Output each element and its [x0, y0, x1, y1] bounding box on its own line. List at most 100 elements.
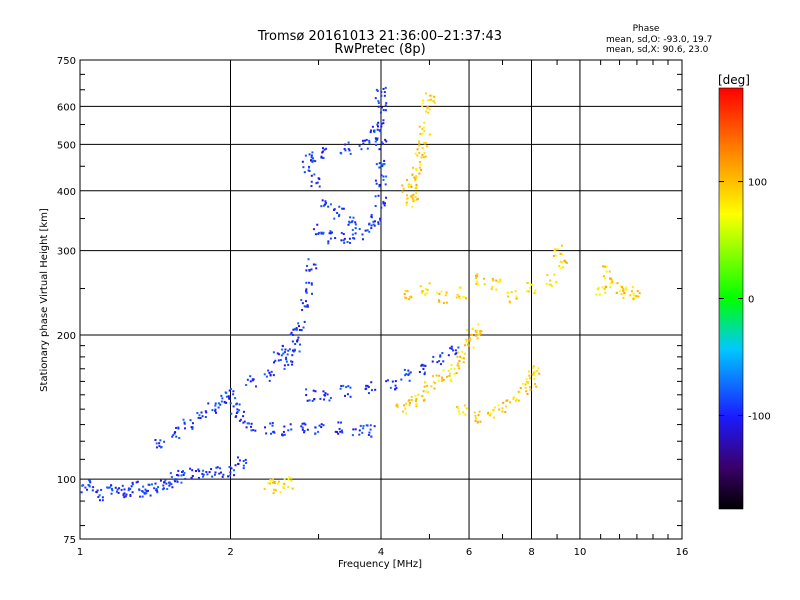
x-mode-point	[442, 378, 445, 381]
x-mode-point	[290, 479, 293, 482]
o-mode-point	[310, 154, 313, 157]
o-mode-point	[339, 421, 342, 424]
o-mode-point	[162, 487, 165, 490]
o-mode-point	[317, 231, 320, 234]
o-mode-point	[243, 420, 246, 423]
x-mode-point	[408, 401, 411, 404]
o-mode-point	[229, 471, 232, 474]
x-mode-point	[487, 411, 490, 414]
x-mode-point	[267, 482, 270, 485]
o-mode-point	[287, 363, 290, 366]
o-mode-point	[197, 476, 200, 479]
o-mode-point	[332, 208, 335, 211]
x-mode-point	[514, 290, 517, 293]
x-mode-point	[608, 277, 611, 280]
x-mode-point	[414, 399, 417, 402]
x-mode-point	[450, 367, 453, 370]
o-mode-point	[242, 460, 245, 463]
o-mode-point	[180, 481, 183, 484]
o-mode-point	[101, 499, 104, 502]
x-mode-point	[420, 156, 423, 159]
o-mode-point	[323, 394, 326, 397]
o-mode-point	[141, 495, 144, 498]
y-tick-label: 600	[57, 102, 76, 113]
o-mode-point	[354, 221, 357, 224]
o-mode-point	[383, 94, 386, 97]
chart-subtitle: RwPretec (8p)	[334, 42, 425, 57]
o-mode-point	[166, 488, 169, 491]
x-mode-point	[534, 289, 537, 292]
o-mode-point	[236, 408, 239, 411]
o-mode-point	[229, 474, 232, 477]
x-mode-point	[605, 265, 608, 268]
o-mode-point	[306, 264, 309, 267]
o-mode-point	[139, 495, 142, 498]
o-mode-point	[340, 429, 343, 432]
o-mode-point	[383, 162, 386, 165]
o-mode-point	[213, 473, 216, 476]
x-mode-point	[418, 172, 421, 175]
x-mode-point	[410, 296, 413, 299]
o-mode-point	[290, 331, 293, 334]
x-mode-point	[421, 395, 424, 398]
o-mode-point	[244, 458, 247, 461]
o-mode-point	[384, 183, 387, 186]
o-mode-point	[370, 129, 373, 132]
x-mode-point	[480, 330, 483, 333]
o-mode-point	[115, 490, 118, 493]
x-mode-point	[477, 283, 480, 286]
o-mode-point	[346, 241, 349, 244]
x-mode-point	[491, 277, 494, 280]
o-mode-point	[383, 91, 386, 94]
x-mode-point	[416, 148, 419, 151]
o-mode-point	[342, 207, 345, 210]
x-mode-point	[493, 406, 496, 409]
x-mode-point	[603, 266, 606, 269]
x-mode-point	[561, 261, 564, 264]
x-mode-point	[559, 252, 562, 255]
x-mode-point	[440, 290, 443, 293]
x-mode-point	[425, 92, 428, 95]
o-mode-point	[314, 160, 317, 163]
o-mode-point	[145, 490, 148, 493]
o-mode-point	[329, 230, 332, 233]
o-mode-point	[373, 129, 376, 132]
x-mode-point	[618, 289, 621, 292]
o-mode-point	[168, 484, 171, 487]
o-mode-point	[236, 456, 239, 459]
o-mode-point	[298, 350, 301, 353]
o-mode-point	[370, 227, 373, 230]
o-mode-point	[385, 380, 388, 383]
x-mode-point	[550, 285, 553, 288]
x-mode-point	[421, 102, 424, 105]
o-mode-point	[312, 159, 315, 162]
o-mode-point	[327, 242, 330, 245]
o-mode-point	[230, 412, 233, 415]
o-mode-point	[219, 467, 222, 470]
o-mode-point	[376, 128, 379, 131]
x-mode-point	[406, 197, 409, 200]
o-mode-point	[293, 348, 296, 351]
x-mode-point	[421, 290, 424, 293]
o-mode-point	[265, 432, 268, 435]
x-mode-point	[632, 292, 635, 295]
x-mode-point	[449, 372, 452, 375]
data-points	[80, 86, 641, 502]
o-mode-point	[183, 471, 186, 474]
x-mode-point	[561, 253, 564, 256]
x-mode-point	[596, 288, 599, 291]
x-mode-point	[442, 301, 445, 304]
o-mode-point	[190, 426, 193, 429]
o-mode-point	[201, 472, 204, 475]
x-mode-point	[415, 185, 418, 188]
o-mode-point	[342, 384, 345, 387]
o-mode-point	[232, 390, 235, 393]
x-tick-label: 6	[466, 547, 472, 558]
o-mode-point	[308, 399, 311, 402]
o-mode-point	[343, 241, 346, 244]
x-tick-label: 2	[227, 547, 233, 558]
o-mode-point	[345, 386, 348, 389]
x-mode-point	[428, 282, 431, 285]
x-mode-point	[492, 409, 495, 412]
x-mode-point	[473, 411, 476, 414]
